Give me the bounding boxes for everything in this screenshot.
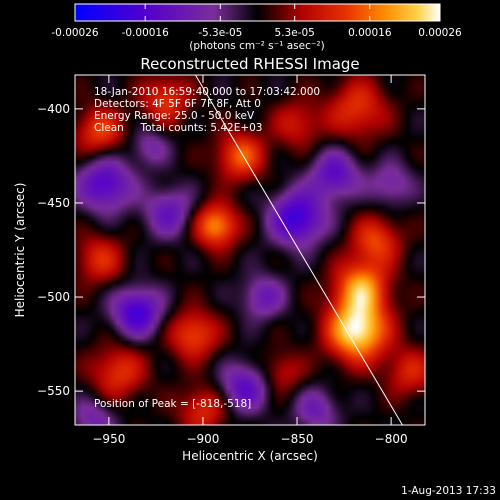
footer-date: 1-Aug-2013 17:33 bbox=[401, 485, 496, 497]
y-tick-label: −550 bbox=[37, 384, 70, 398]
solar-limb-line bbox=[194, 75, 403, 425]
colorbar-tick-label: -5.3e-05 bbox=[198, 27, 242, 39]
colorbar-tick-label: 5.3e-05 bbox=[275, 27, 315, 39]
x-tick-label: −800 bbox=[375, 432, 408, 446]
overlay-time-range: 18-Jan-2010 16:59:40.000 to 17:03:42.000 bbox=[94, 86, 320, 98]
overlay-clean-counts: Clean Total counts: 5.42E+03 bbox=[94, 122, 263, 134]
y-axis-label: Heliocentric Y (arcsec) bbox=[13, 183, 27, 318]
colorbar-tick-label: -0.00016 bbox=[122, 27, 170, 39]
overlay-detectors: Detectors: 4F 5F 6F 7F 8F, Att 0 bbox=[94, 98, 261, 110]
heatmap-image bbox=[75, 75, 425, 425]
colorbar-gradient bbox=[74, 3, 441, 22]
heatmap-plot-area: −950 −900 −850 −800 −400 −450 −500 −550 18-Jan-… bbox=[37, 74, 426, 446]
colorbar: -0.00026 -0.00016 -5.3e-05 5.3e-05 0.00016 0.… bbox=[51, 3, 462, 52]
y-tick-label: −450 bbox=[37, 196, 70, 210]
plot-frame bbox=[74, 74, 426, 426]
overlay-energy-range: Energy Range: 25.0 - 50.0 keV bbox=[94, 110, 255, 122]
x-tick-label: −900 bbox=[186, 432, 219, 446]
colorbar-tick-label: -0.00026 bbox=[51, 27, 99, 39]
chart-title: Reconstructed RHESSI Image bbox=[140, 55, 359, 73]
y-tick-label: −400 bbox=[37, 102, 70, 116]
x-tick-label: −950 bbox=[92, 432, 125, 446]
x-axis-label: Heliocentric X (arcsec) bbox=[182, 449, 318, 463]
x-tick-label: −850 bbox=[281, 432, 314, 446]
colorbar-tick-label: 0.00026 bbox=[418, 27, 462, 39]
colorbar-tick-label: 0.00016 bbox=[348, 27, 392, 39]
y-tick-label: −500 bbox=[37, 290, 70, 304]
colorbar-units-label: (photons cm⁻² s⁻¹ asec⁻²) bbox=[189, 40, 324, 52]
overlay-peak-position: Position of Peak = [-818,-518] bbox=[94, 398, 251, 410]
